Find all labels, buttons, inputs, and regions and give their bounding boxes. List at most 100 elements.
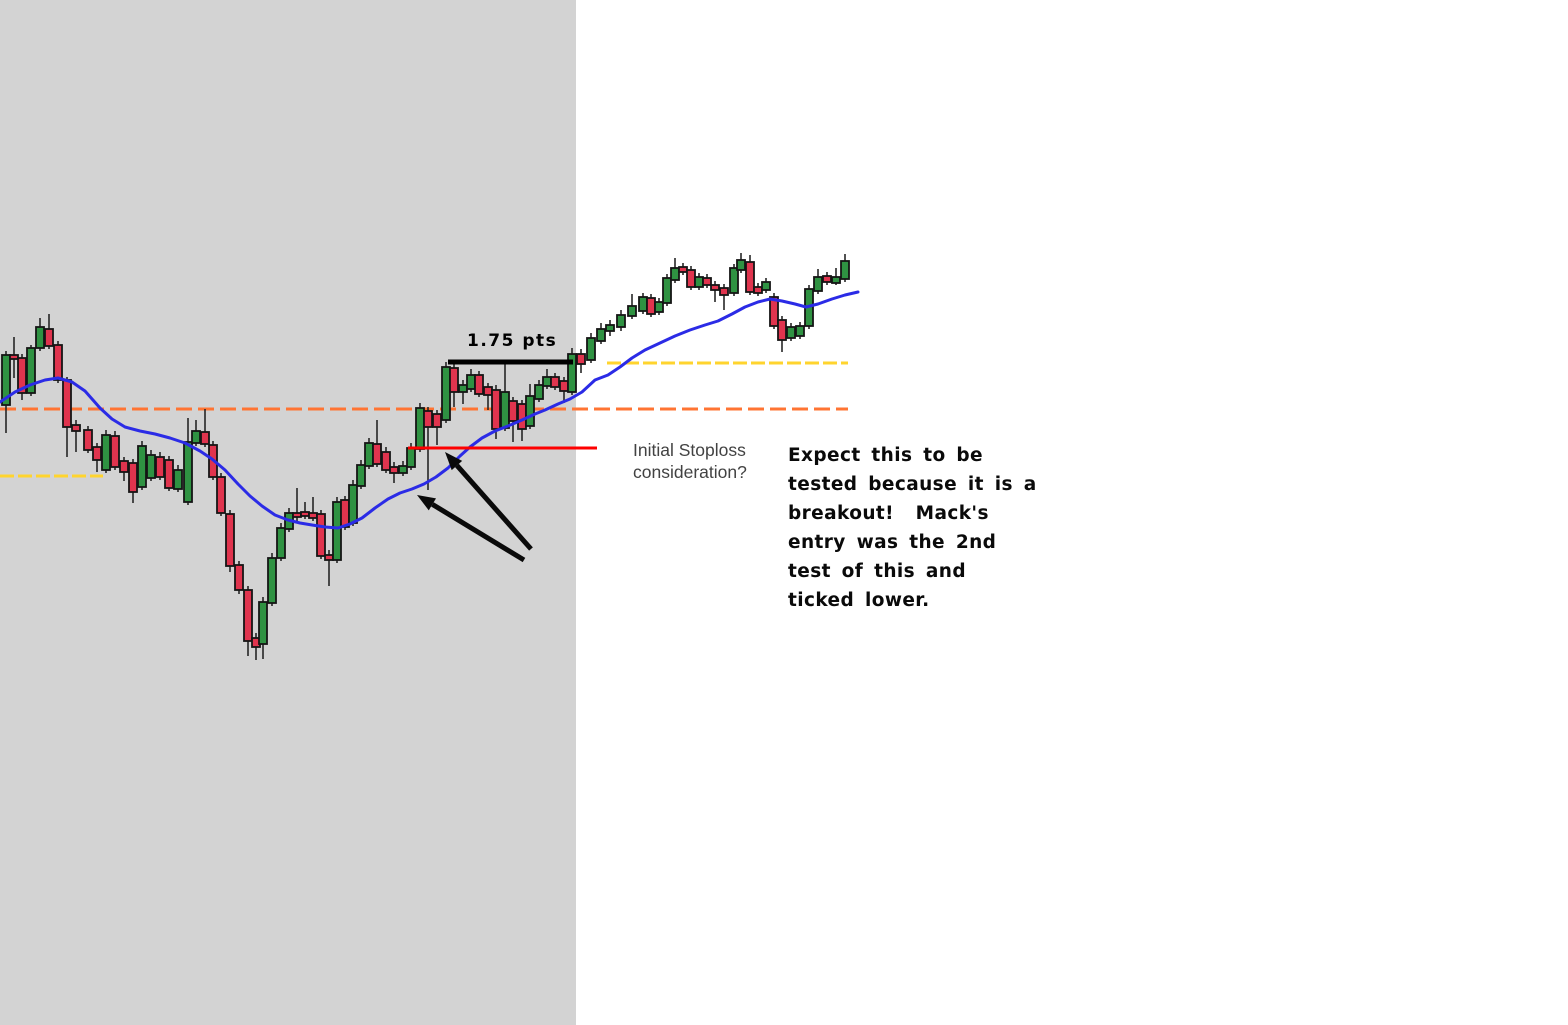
candle-down (702, 277, 712, 286)
candle-up (276, 527, 286, 559)
candle-down (550, 376, 560, 388)
note-line: Initial Stoploss (633, 440, 746, 460)
arrow-to-ma-line-head (417, 495, 437, 511)
candle-down (316, 513, 326, 557)
candle-up (567, 353, 577, 393)
candle-down (769, 296, 779, 327)
candle-down (745, 261, 755, 293)
candle-up (638, 296, 648, 312)
candle-down (474, 374, 484, 395)
candle-up (813, 276, 823, 292)
note-line: entry was the 2nd (788, 532, 997, 553)
candle-up (616, 314, 626, 328)
candle-down (308, 512, 318, 519)
candle-down (200, 431, 210, 445)
candle-up (137, 445, 147, 488)
arrow-to-ma-line (431, 502, 526, 563)
candle-down (44, 328, 54, 347)
candle-down (389, 466, 399, 474)
candle-up (662, 277, 672, 304)
candle-down (110, 435, 120, 468)
candle-down (225, 513, 235, 567)
candle-up (627, 305, 637, 317)
candle-down (300, 511, 310, 517)
moving-average (0, 290, 860, 530)
candle-down (719, 287, 729, 296)
candle-down (83, 429, 93, 451)
candle-up (500, 391, 510, 429)
candle-down (710, 284, 720, 291)
candle-down (381, 451, 391, 471)
candle-down (423, 410, 433, 428)
candle-down (155, 456, 165, 478)
candle-down (559, 380, 569, 392)
candle-up (415, 407, 425, 450)
candle-up (458, 384, 468, 393)
candle-down (491, 389, 501, 430)
candle-up (258, 601, 268, 645)
candle-down (292, 512, 302, 518)
candle-down (243, 589, 253, 642)
note-line: test of this and (788, 561, 966, 582)
candle-down (686, 269, 696, 288)
note-line: tested because it is a (788, 474, 1037, 495)
candle-down (17, 357, 27, 394)
candle-up (146, 454, 156, 479)
candle-up (466, 374, 476, 390)
candle-up (356, 464, 366, 487)
candle-up (173, 469, 183, 490)
measure-label: 1.75 pts (467, 331, 558, 351)
candle-up (534, 384, 544, 400)
candle-up (542, 376, 552, 387)
candle-up (840, 260, 850, 280)
candle-up (670, 267, 680, 281)
candle-up (348, 484, 358, 524)
note-line: Expect this to be (788, 445, 984, 466)
candle-down (119, 460, 129, 473)
candle-up (406, 447, 416, 468)
candle-down (71, 424, 81, 432)
candle-up (831, 276, 841, 284)
candle-down (128, 462, 138, 493)
arrow-to-red-line-head (445, 452, 463, 471)
candle-up (596, 328, 606, 342)
candle-down (483, 386, 493, 396)
candle-down (517, 403, 527, 430)
candle-up (525, 395, 535, 427)
candle-up (654, 301, 664, 313)
candle-down (62, 379, 72, 428)
candle-up (795, 325, 805, 337)
candle-down (678, 266, 688, 273)
candle-up (398, 465, 408, 474)
candle-up (35, 326, 45, 349)
candle-down (53, 344, 63, 381)
candle-up (736, 259, 746, 271)
candle-up (191, 430, 201, 444)
candle-down (216, 476, 226, 514)
candle-up (364, 442, 374, 467)
candle-up (694, 276, 704, 288)
candle-down (508, 400, 518, 422)
candle-up (605, 324, 615, 332)
candle-down (449, 367, 459, 393)
candle-down (576, 353, 586, 365)
candle-up (761, 281, 771, 291)
candle-down (777, 319, 787, 341)
candle-down (646, 297, 656, 315)
candle-up (586, 337, 596, 361)
candle-up (441, 366, 451, 421)
candle-up (26, 347, 36, 394)
candle-down (432, 413, 442, 428)
candle-up (332, 501, 342, 561)
candle-down (9, 354, 19, 360)
candle-down (753, 286, 763, 294)
candle-up (786, 326, 796, 339)
candle-down (92, 446, 102, 461)
candle-down (340, 499, 350, 528)
candle-up (1, 354, 11, 406)
breakout-note: Expect this to be tested because it is a b… (788, 441, 1037, 615)
candle-up (101, 434, 111, 471)
candle-down (372, 443, 382, 465)
